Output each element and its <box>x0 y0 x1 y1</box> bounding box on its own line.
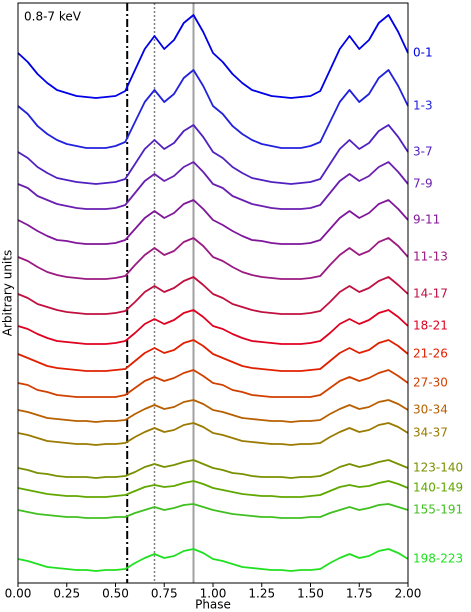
legend-label: 9-11 <box>413 213 440 227</box>
profile-line <box>17 503 409 519</box>
profile-line <box>17 69 409 149</box>
profile-line <box>17 480 409 498</box>
x-tick-label: 2.00 <box>395 587 422 601</box>
legend-label: 7-9 <box>413 177 433 191</box>
profile-line <box>17 369 409 398</box>
x-tick-label: 0.75 <box>151 587 178 601</box>
x-tick-label: 0.25 <box>53 587 80 601</box>
legend-label: 30-34 <box>413 403 448 417</box>
legend-label: 11-13 <box>413 250 448 264</box>
profile-line <box>17 309 409 345</box>
legend-label: 27-30 <box>413 376 448 390</box>
x-axis-label: Phase <box>195 598 231 612</box>
profile-line <box>17 399 409 423</box>
legend-label: 140-149 <box>413 481 463 495</box>
legend-label: 3-7 <box>413 145 433 159</box>
x-tick-label: 0.00 <box>5 587 32 601</box>
annotation: 0.8-7 keV <box>24 10 82 24</box>
profile-line <box>17 199 409 245</box>
x-tick-label: 1.25 <box>248 587 275 601</box>
y-axis-label: Arbitrary units <box>1 250 15 336</box>
profile-line <box>17 14 409 99</box>
legend-label: 14-17 <box>413 287 448 301</box>
profile-line <box>17 124 409 185</box>
legend-label: 123-140 <box>413 461 463 475</box>
legend-label: 198-223 <box>413 552 463 566</box>
legend-label: 21-26 <box>413 347 448 361</box>
legend-label: 18-21 <box>413 319 448 333</box>
x-tick-label: 1.50 <box>297 587 324 601</box>
x-tick-label: 0.50 <box>102 587 129 601</box>
legend-label: 155-191 <box>413 503 463 517</box>
profile-line <box>17 548 409 572</box>
legend-label: 1-3 <box>413 99 433 113</box>
profile-line <box>17 459 409 479</box>
profile-line <box>17 237 409 280</box>
legend-label: 0-1 <box>413 46 433 60</box>
profile-line <box>17 161 409 210</box>
legend-label: 34-37 <box>413 426 448 440</box>
profile-line <box>17 339 409 372</box>
x-tick-label: 1.00 <box>200 587 227 601</box>
x-tick-label: 1.75 <box>346 587 373 601</box>
profile-line <box>17 276 409 315</box>
profile-line <box>17 422 409 446</box>
